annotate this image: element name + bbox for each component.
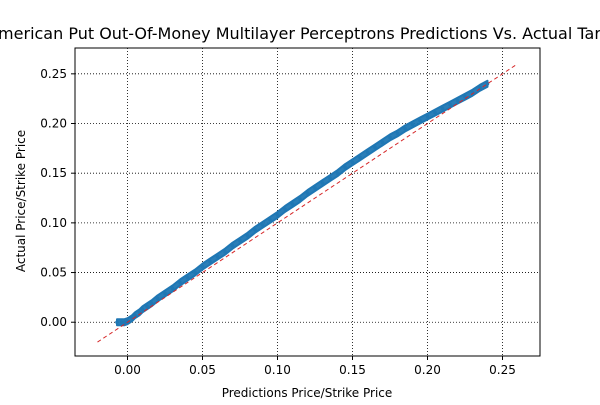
- y-tick-label: 0.15: [40, 166, 67, 180]
- reference-line-layer: [97, 63, 518, 343]
- scatter-point: [145, 304, 149, 309]
- grid: [75, 48, 540, 356]
- scatter-point: [245, 234, 250, 238]
- scatter-point: [133, 313, 137, 318]
- scatter-point: [122, 320, 127, 325]
- x-tick-label: 0.20: [414, 363, 441, 377]
- x-tick-label: 0.25: [489, 363, 516, 377]
- scatter-point: [448, 102, 452, 107]
- scatter-point: [305, 191, 310, 195]
- scatter-point: [185, 275, 190, 280]
- scatter-point: [410, 122, 415, 127]
- reference-line: [97, 63, 518, 343]
- scatter-point: [425, 114, 430, 119]
- x-tick-label: 0.00: [114, 363, 141, 377]
- y-tick-label: 0.25: [40, 67, 67, 81]
- scatter-point: [455, 98, 460, 103]
- scatter-point: [433, 110, 437, 115]
- y-axis-label: Actual Price/Strike Price: [14, 130, 28, 272]
- scatter-density-band: [116, 79, 489, 327]
- scatter-point: [260, 223, 265, 227]
- scatter-point: [328, 176, 332, 180]
- scatter-point: [193, 270, 197, 275]
- x-tick-label: 0.05: [189, 363, 216, 377]
- scatter-point: [395, 131, 400, 136]
- scatter-point: [208, 259, 212, 264]
- chart-title: American Put Out-Of-Money Multilayer Per…: [0, 24, 600, 43]
- scatter-point: [320, 181, 325, 185]
- x-ticks: 0.00 0.05 0.10 0.15 0.20 0.25: [114, 356, 516, 377]
- scatter-point: [275, 213, 280, 217]
- scatter-point: [268, 218, 272, 222]
- scatter-point: [230, 243, 235, 248]
- scatter-point: [290, 202, 295, 206]
- scatter-point: [163, 291, 167, 296]
- scatter-point: [380, 140, 385, 145]
- scatter-point: [140, 307, 145, 312]
- scatter-point: [478, 85, 482, 90]
- scatter-point: [149, 301, 154, 306]
- scatter-point: [403, 126, 407, 131]
- scatter-point: [440, 106, 445, 111]
- scatter-point: [253, 228, 257, 232]
- scatter-point: [155, 296, 160, 301]
- y-ticks: 0.00 0.05 0.10 0.15 0.20 0.25: [40, 67, 75, 329]
- scatter-point: [358, 155, 362, 160]
- scatter-point: [283, 207, 287, 211]
- scatter-point: [373, 145, 377, 150]
- x-tick-label: 0.15: [339, 363, 366, 377]
- y-tick-label: 0.10: [40, 216, 67, 230]
- y-tick-label: 0.00: [40, 315, 67, 329]
- scatter-point: [365, 150, 370, 155]
- scatter-point: [350, 160, 355, 165]
- x-tick-label: 0.10: [264, 363, 291, 377]
- y-tick-label: 0.20: [40, 117, 67, 131]
- scatter-point: [418, 118, 422, 123]
- scatter-point: [115, 320, 119, 325]
- scatter-point: [335, 171, 340, 175]
- scatter-point: [313, 186, 317, 190]
- scatter-point: [343, 165, 347, 169]
- scatter-point: [170, 286, 175, 291]
- scatter-point: [215, 254, 220, 259]
- scatter-point: [298, 197, 302, 201]
- scatter-point: [178, 280, 182, 285]
- scatter-point: [388, 135, 392, 140]
- scatter-point: [223, 249, 227, 254]
- scatter-point: [200, 264, 205, 269]
- y-tick-label: 0.05: [40, 266, 67, 280]
- scatter-point: [119, 320, 124, 325]
- plot-frame: [74, 47, 541, 357]
- x-axis-label: Predictions Price/Strike Price: [222, 386, 393, 400]
- plot-data: [115, 79, 490, 327]
- scatter-point: [238, 238, 242, 243]
